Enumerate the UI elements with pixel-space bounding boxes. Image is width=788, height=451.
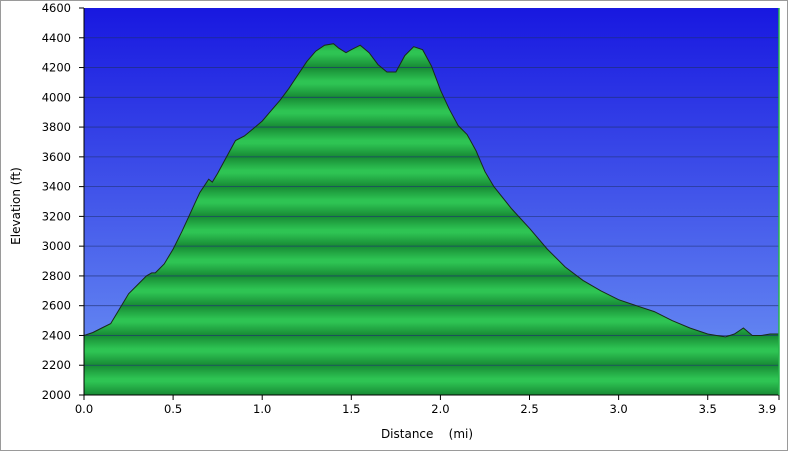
- y-axis-ticks: 2000 2200 2400 2600 2800 3000 3200 3400 3600 3800…: [42, 1, 84, 402]
- y-tick-label: 2800: [42, 269, 71, 283]
- x-tick-label: 3.9: [758, 402, 776, 416]
- x-axis-ticks: 0.0 0.5 1.0 1.5 2.0 2.5 3.0 3.5 3.9: [75, 395, 780, 416]
- y-tick-label: 3400: [42, 180, 71, 194]
- grid-lines: [84, 37, 779, 366]
- x-tick-label: 0.5: [164, 402, 182, 416]
- y-axis-title: Elevation (ft): [9, 167, 23, 245]
- area-band: [84, 365, 779, 395]
- y-tick-label: 3600: [42, 150, 71, 164]
- x-tick-label: 2.5: [520, 402, 538, 416]
- y-tick-label: 2000: [42, 388, 71, 402]
- x-tick-label: 1.5: [342, 402, 360, 416]
- y-tick-label: 3800: [42, 120, 71, 134]
- x-axis-title: Distance (mi): [381, 427, 473, 441]
- y-tick-label: 4600: [42, 1, 71, 15]
- x-tick-label: 3.0: [609, 402, 627, 416]
- y-tick-label: 2400: [42, 328, 71, 342]
- y-tick-label: 2200: [42, 358, 71, 372]
- y-tick-label: 4200: [42, 61, 71, 75]
- x-tick-label: 3.5: [699, 402, 717, 416]
- x-tick-label: 2.0: [431, 402, 449, 416]
- y-tick-label: 4000: [42, 90, 71, 104]
- elevation-profile-line: [83, 43, 779, 338]
- y-tick-label: 2600: [42, 299, 71, 313]
- x-tick-label: 0.0: [75, 402, 93, 416]
- axes: [83, 8, 780, 396]
- y-tick-label: 3000: [42, 239, 71, 253]
- x-tick-label: 1.0: [253, 402, 271, 416]
- y-tick-label: 3200: [42, 209, 71, 223]
- y-tick-label: 4400: [42, 31, 71, 45]
- area-band: [84, 335, 779, 366]
